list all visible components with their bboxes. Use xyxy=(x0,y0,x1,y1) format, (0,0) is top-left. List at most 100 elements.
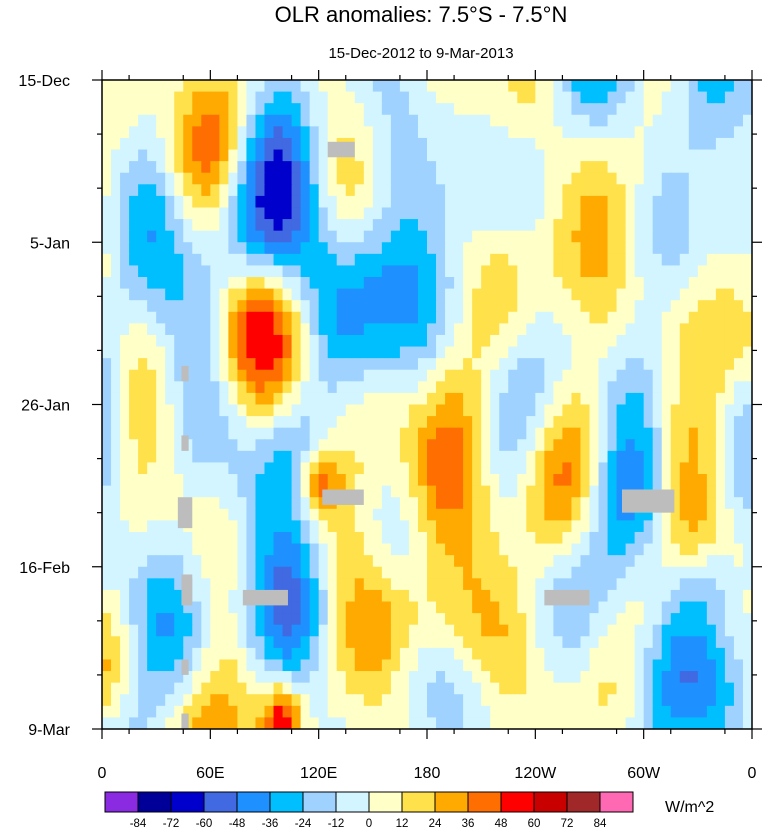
field-cell xyxy=(499,636,509,649)
field-cell xyxy=(129,300,139,313)
field-cell xyxy=(463,126,473,139)
field-cell xyxy=(264,369,275,382)
field-cell xyxy=(589,601,600,614)
field-cell xyxy=(273,149,284,162)
field-cell xyxy=(445,404,455,417)
field-cell xyxy=(102,555,112,568)
field-cell xyxy=(679,497,690,510)
field-cell xyxy=(715,265,726,278)
field-cell xyxy=(183,126,193,139)
field-cell xyxy=(706,369,717,382)
field-cell xyxy=(427,253,437,267)
field-cell xyxy=(508,450,518,464)
field-cell xyxy=(598,323,609,336)
field-cell xyxy=(607,520,618,533)
field-cell xyxy=(742,659,752,672)
field-cell xyxy=(156,207,166,220)
field-cell xyxy=(363,277,374,290)
field-cell xyxy=(454,184,464,197)
field-cell xyxy=(535,80,545,93)
field-cell xyxy=(336,126,347,139)
field-cell xyxy=(327,589,338,603)
field-cell xyxy=(309,531,320,545)
field-cell xyxy=(490,230,500,243)
field-cell xyxy=(508,416,518,429)
field-cell xyxy=(363,288,374,301)
field-cell xyxy=(706,172,717,185)
field-cell xyxy=(210,346,220,359)
field-cell xyxy=(390,555,401,568)
field-cell xyxy=(562,126,573,139)
field-cell xyxy=(417,392,428,406)
field-cell xyxy=(463,613,473,626)
field-cell xyxy=(481,450,491,464)
field-cell xyxy=(625,462,636,475)
field-cell xyxy=(733,636,744,649)
field-cell xyxy=(553,381,564,394)
field-cell xyxy=(174,578,184,591)
field-cell xyxy=(490,149,500,162)
field-cell xyxy=(715,207,726,220)
field-cell xyxy=(408,671,419,684)
field-cell xyxy=(481,566,491,579)
field-cell xyxy=(318,717,329,729)
field-cell xyxy=(445,392,455,406)
field-cell xyxy=(237,300,248,313)
field-cell xyxy=(174,323,184,336)
field-cell xyxy=(246,91,257,104)
field-cell xyxy=(345,219,356,232)
field-cell xyxy=(463,103,473,116)
field-cell xyxy=(427,277,437,290)
field-cell xyxy=(436,659,446,672)
field-cell xyxy=(246,450,257,464)
field-cell xyxy=(715,404,726,417)
field-cell xyxy=(688,682,699,695)
field-cell xyxy=(300,392,311,406)
field-cell xyxy=(147,253,157,267)
field-cell xyxy=(147,80,157,93)
field-cell xyxy=(138,126,148,139)
field-cell xyxy=(219,311,229,324)
field-cell xyxy=(427,694,437,707)
field-cell xyxy=(264,659,275,672)
field-cell xyxy=(165,288,175,301)
field-cell xyxy=(472,207,482,220)
field-cell xyxy=(219,381,229,394)
field-cell xyxy=(318,636,329,649)
field-cell xyxy=(390,427,401,440)
field-cell xyxy=(553,636,564,649)
field-cell xyxy=(553,543,564,556)
field-cell xyxy=(111,682,121,695)
field-cell xyxy=(580,392,591,406)
field-cell xyxy=(192,346,202,359)
field-cell xyxy=(192,184,202,197)
field-cell xyxy=(363,613,374,626)
field-cell xyxy=(445,219,455,232)
field-cell xyxy=(625,578,636,591)
field-cell xyxy=(363,520,374,533)
field-cell xyxy=(625,531,636,545)
field-cell xyxy=(706,659,717,672)
field-cell xyxy=(282,253,293,267)
field-cell xyxy=(345,462,356,475)
field-cell xyxy=(255,439,266,452)
field-cell xyxy=(490,636,500,649)
field-cell xyxy=(102,589,112,603)
field-cell xyxy=(174,288,184,301)
field-cell xyxy=(264,647,275,661)
field-cell xyxy=(147,566,157,579)
field-cell xyxy=(589,497,600,510)
field-cell xyxy=(571,195,582,209)
field-cell xyxy=(625,230,636,243)
field-cell xyxy=(463,288,473,301)
field-cell xyxy=(327,636,338,649)
field-cell xyxy=(390,508,401,521)
field-cell xyxy=(517,717,527,729)
field-cell xyxy=(535,613,545,626)
field-cell xyxy=(291,369,302,382)
field-cell xyxy=(219,288,229,301)
field-cell xyxy=(390,647,401,661)
field-cell xyxy=(228,114,239,127)
colorbar-swatch xyxy=(269,791,304,813)
field-cell xyxy=(282,184,293,197)
